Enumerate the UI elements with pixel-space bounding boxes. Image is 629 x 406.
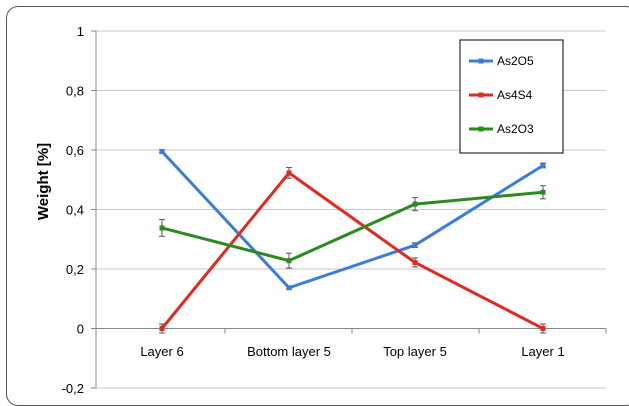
legend-marker <box>478 58 484 64</box>
axes <box>91 30 607 389</box>
legend-label: As2O5 <box>497 54 534 68</box>
x-tick-label: Bottom layer 5 <box>247 344 331 359</box>
x-tick-label: Layer 6 <box>140 344 183 359</box>
data-point <box>159 225 165 231</box>
legend-item-As2O5: As2O5 <box>469 54 534 68</box>
x-tick-label: Top layer 5 <box>383 344 447 359</box>
legend-label: As2O3 <box>497 122 534 136</box>
legend-item-As4S4: As4S4 <box>469 88 533 102</box>
data-point <box>540 189 546 195</box>
data-point <box>159 326 165 331</box>
y-tick-label: 0,8 <box>66 84 84 99</box>
legend-marker <box>478 126 484 132</box>
y-tick-label: -0,2 <box>62 381 84 396</box>
y-axis-label: Weight [%] <box>35 143 52 220</box>
data-point <box>540 326 546 331</box>
series-line <box>160 171 544 330</box>
y-tick-label: 0 <box>77 322 84 337</box>
x-tick-labels: Layer 6 Bottom layer 5 Top layer 5 Layer 1 <box>140 344 564 359</box>
data-point <box>540 162 546 168</box>
y-tick-label: 1 <box>77 24 84 39</box>
legend-label: As4S4 <box>497 88 533 102</box>
data-point <box>412 201 418 207</box>
y-tick-label: 0,6 <box>66 143 84 158</box>
series-line <box>160 150 544 290</box>
data-point <box>412 259 418 265</box>
data-point <box>412 242 418 248</box>
line-chart: 1 0,8 0,6 0,4 0,2 0 -0,2 Layer 6 Bottom layer 5… <box>35 24 607 396</box>
data-point <box>286 285 292 291</box>
legend-marker <box>478 92 484 98</box>
y-tick-label: 0,2 <box>66 262 84 277</box>
series-As2O3 <box>159 185 546 269</box>
series-group <box>159 148 546 334</box>
legend: As2O5 As4S4 As2O3 <box>459 39 564 154</box>
series-As2O5 <box>159 148 546 291</box>
series-As4S4 <box>159 167 546 334</box>
data-point <box>159 148 165 154</box>
series-line <box>161 190 544 263</box>
legend-item-As2O3: As2O3 <box>469 122 534 136</box>
data-point <box>286 258 292 264</box>
y-tick-label: 0,4 <box>66 203 84 218</box>
x-tick-label: Layer 1 <box>521 344 564 359</box>
data-point <box>286 170 292 176</box>
y-tick-labels: 1 0,8 0,6 0,4 0,2 0 -0,2 <box>62 24 84 396</box>
